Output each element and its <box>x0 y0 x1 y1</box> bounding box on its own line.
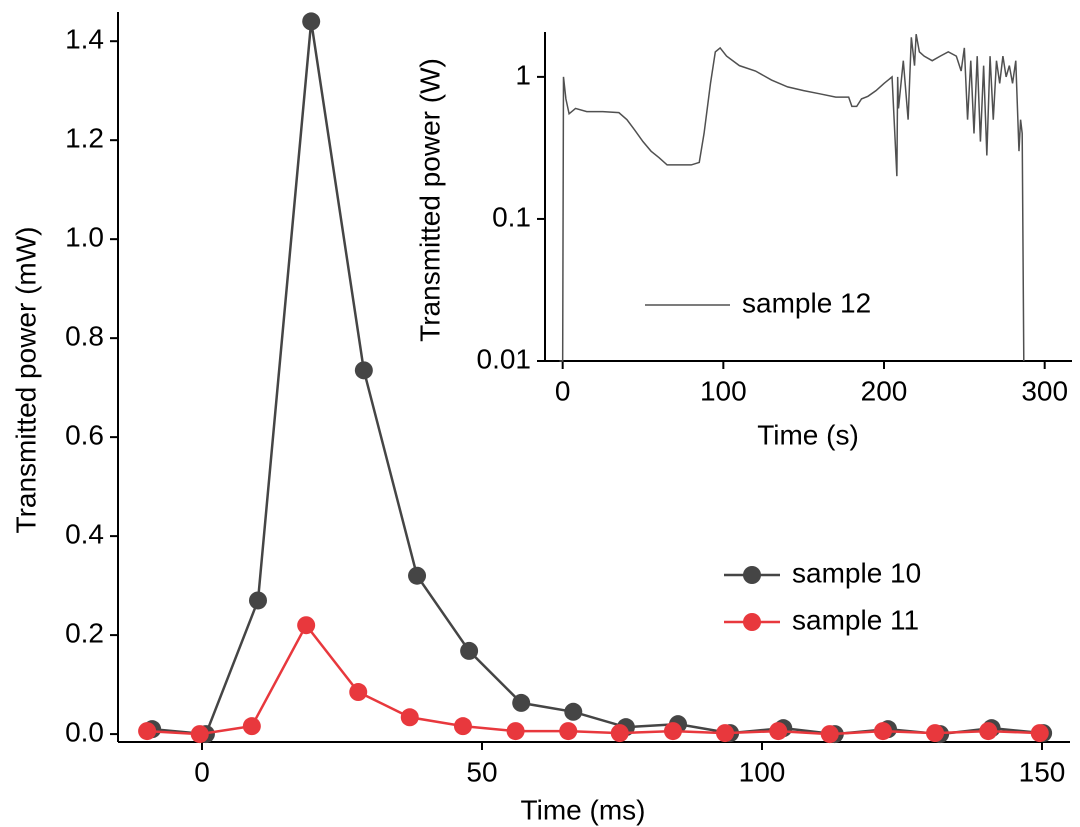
data-point <box>249 591 267 610</box>
x-tick-label: 300 <box>1021 375 1068 406</box>
x-tick-label: 0 <box>194 756 210 787</box>
data-point <box>302 12 321 31</box>
plot: 0 100 200 300 0.01 0.1 1 Time (s) Transmitted po… <box>414 32 1072 450</box>
y-tick-label: 0.01 <box>477 343 532 374</box>
x-tick-label: 100 <box>700 375 747 406</box>
data-point <box>926 724 945 743</box>
y-tick-label: 1.2 <box>65 123 104 154</box>
data-point <box>138 722 157 741</box>
x-tick-label: 0 <box>555 375 571 406</box>
y-tick-label: 1.4 <box>65 24 104 55</box>
x-tick-label: 100 <box>739 756 786 787</box>
series-line <box>559 33 1025 362</box>
data-point <box>716 724 735 743</box>
data-point <box>354 361 373 380</box>
data-point <box>408 566 427 585</box>
x-tick-label: 200 <box>861 375 908 406</box>
data-point <box>297 616 316 635</box>
data-point <box>506 722 525 741</box>
data-point <box>460 641 479 660</box>
y-tick-label: 0.0 <box>65 716 104 747</box>
data-point <box>820 725 839 744</box>
y-tick-label: 0.4 <box>65 519 104 550</box>
legend-label: sample 10 <box>792 557 921 588</box>
data-point <box>242 717 261 736</box>
legend-label: sample 12 <box>742 287 871 318</box>
x-axis-label: Time (s) <box>757 419 859 450</box>
data-point <box>1030 724 1049 743</box>
legend-marker <box>743 613 761 631</box>
data-point <box>979 722 998 741</box>
legend-label: sample 11 <box>792 604 919 635</box>
plot: 0 50 100 150 0.0 0.2 0.4 0.6 0.8 1.0 1.2 1.4 Time (m… <box>10 12 1070 825</box>
y-axis-label: Transmitted power (W) <box>414 58 445 342</box>
y-axis-label: Transmitted power (mW) <box>10 226 41 533</box>
x-tick-label: 50 <box>466 756 497 787</box>
data-point <box>559 722 578 741</box>
x-axis-label: Time (ms) <box>521 794 646 825</box>
data-point <box>769 722 788 741</box>
data-point <box>400 708 419 727</box>
y-tick-label: 1.0 <box>65 222 104 253</box>
y-tick-label: 0.1 <box>492 201 531 232</box>
y-tick-label: 0.6 <box>65 420 104 451</box>
y-tick-label: 0.8 <box>65 321 104 352</box>
data-point <box>663 722 682 741</box>
data-point <box>349 683 368 702</box>
data-point <box>190 725 209 744</box>
data-point <box>873 722 892 741</box>
data-point <box>564 702 583 721</box>
y-tick-label: 1 <box>515 59 531 90</box>
data-point <box>610 724 629 743</box>
data-point <box>512 693 531 712</box>
legend-marker <box>743 566 761 584</box>
data-point <box>453 717 472 736</box>
y-tick-label: 0.2 <box>65 617 104 648</box>
x-tick-label: 150 <box>1019 756 1066 787</box>
